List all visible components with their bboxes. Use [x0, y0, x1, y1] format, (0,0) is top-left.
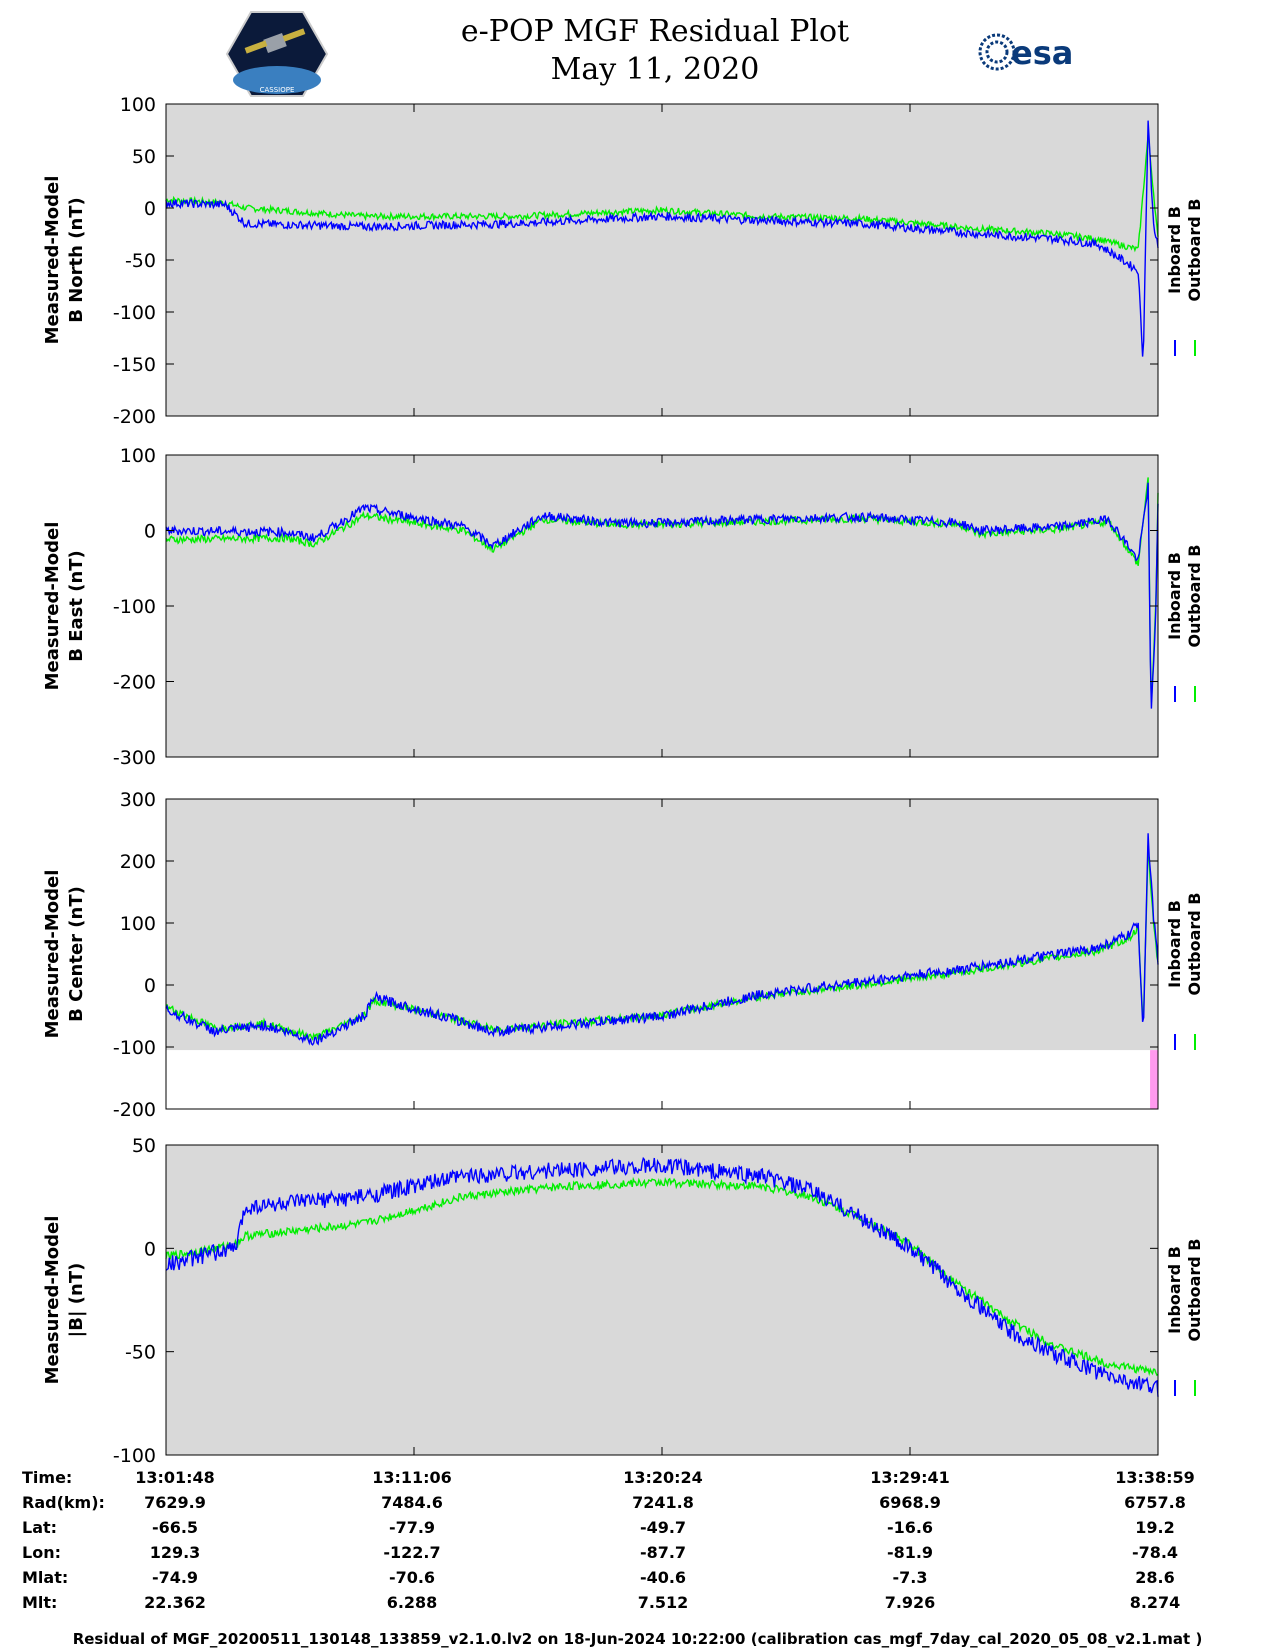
y-tick-label-2: -100 — [113, 596, 156, 618]
info-value: -74.9 — [151, 1568, 199, 1587]
info-value: -40.6 — [639, 1568, 687, 1587]
legend-label-3: Inboard B — [1165, 900, 1184, 988]
info-value: 13:11:06 — [372, 1468, 452, 1487]
info-value: 6968.9 — [879, 1493, 941, 1512]
y-tick-label-2: -300 — [113, 747, 156, 769]
info-row-label: Rad(km): — [22, 1493, 105, 1512]
info-value: -77.9 — [388, 1518, 436, 1537]
info-value: 129.3 — [149, 1543, 201, 1562]
info-value: -70.6 — [388, 1568, 436, 1587]
info-value: -49.7 — [639, 1518, 687, 1537]
y-axis-label-2: Measured-Model — [42, 522, 63, 691]
y-tick-label-2: -200 — [113, 672, 156, 694]
y-tick-label-3: -200 — [113, 1099, 156, 1121]
info-value: 22.362 — [144, 1593, 206, 1612]
legend-label-2: Inboard B — [1165, 552, 1184, 640]
plot-title: e-POP MGF Residual Plot — [460, 14, 850, 49]
info-value: 7484.6 — [381, 1493, 443, 1512]
series-outboard-1 — [165, 134, 1159, 253]
y-axis-label-2: B East (nT) — [66, 550, 87, 662]
y-tick-label-1: 0 — [144, 198, 156, 220]
y-tick-label-1: -200 — [113, 406, 156, 428]
info-value: -87.7 — [639, 1543, 687, 1562]
info-row-label: Mlt: — [22, 1593, 58, 1612]
cassiope-logo-text: CASSIOPE — [260, 86, 295, 94]
info-value: -16.6 — [886, 1518, 934, 1537]
info-value: 7241.8 — [632, 1493, 694, 1512]
info-value: 13:29:41 — [870, 1468, 950, 1487]
flag-mark-b-3 — [1155, 1050, 1159, 1109]
y-tick-label-2: 0 — [144, 521, 156, 543]
info-value: 6.288 — [386, 1593, 438, 1612]
info-value: 13:01:48 — [135, 1468, 215, 1487]
info-value: 7.926 — [884, 1593, 936, 1612]
info-value: -66.5 — [151, 1518, 199, 1537]
series-inboard-1 — [165, 120, 1159, 357]
legend-label-3: Outboard B — [1185, 893, 1204, 996]
info-value: -7.3 — [892, 1568, 928, 1587]
info-value: -81.9 — [886, 1543, 934, 1562]
info-value: 6757.8 — [1124, 1493, 1186, 1512]
legend-label-1: Inboard B — [1165, 206, 1184, 294]
series-inboard-3 — [165, 833, 1159, 1046]
y-tick-label-4: -50 — [125, 1342, 156, 1364]
legend-label-2: Outboard B — [1185, 545, 1204, 648]
y-tick-label-1: -100 — [113, 302, 156, 324]
info-value: 28.6 — [1135, 1568, 1175, 1587]
y-tick-label-3: 200 — [120, 851, 156, 873]
y-tick-label-1: -150 — [113, 354, 156, 376]
legend-label-1: Outboard B — [1185, 199, 1204, 302]
info-value: 13:20:24 — [623, 1468, 703, 1487]
flag-mark-3 — [1150, 1050, 1156, 1109]
series-inboard-2 — [165, 482, 1159, 709]
plot-date: May 11, 2020 — [550, 52, 760, 87]
y-tick-label-1: -50 — [125, 250, 156, 272]
plot-background-1 — [166, 104, 1158, 416]
info-value: -78.4 — [1131, 1543, 1179, 1562]
info-value: 13:38:59 — [1115, 1468, 1195, 1487]
flag-region-3 — [166, 1050, 1158, 1109]
plot-background-2 — [166, 455, 1158, 757]
footer-caption: Residual of MGF_20200511_130148_133859_v… — [72, 1630, 1203, 1648]
plot-background-4 — [166, 1145, 1158, 1455]
y-tick-label-3: 100 — [120, 913, 156, 935]
info-value: 8.274 — [1129, 1593, 1181, 1612]
y-tick-label-4: 50 — [132, 1135, 156, 1157]
y-axis-label-4: Measured-Model — [42, 1216, 63, 1385]
legend-label-4: Inboard B — [1165, 1246, 1184, 1334]
info-row-label: Lon: — [22, 1543, 61, 1562]
info-row-label: Mlat: — [22, 1568, 69, 1587]
cassiope-logo: CASSIOPE — [225, 11, 329, 97]
info-row-label: Lat: — [22, 1518, 58, 1537]
y-tick-label-4: -100 — [113, 1445, 156, 1467]
legend-label-4: Outboard B — [1185, 1239, 1204, 1342]
series-outboard-4 — [165, 1176, 1159, 1377]
y-tick-label-3: 0 — [144, 975, 156, 997]
info-value: -122.7 — [383, 1543, 441, 1562]
info-value: 19.2 — [1135, 1518, 1175, 1537]
y-tick-label-3: -100 — [113, 1037, 156, 1059]
y-tick-label-1: 50 — [132, 146, 156, 168]
info-row-label: Time: — [22, 1468, 73, 1487]
esa-logo: esa — [978, 33, 1073, 72]
y-tick-label-4: 0 — [144, 1238, 156, 1260]
y-tick-label-2: 100 — [120, 445, 156, 467]
y-axis-label-4: |B| (nT) — [66, 1263, 87, 1338]
y-axis-label-1: B North (nT) — [66, 197, 87, 323]
y-axis-label-3: B Center (nT) — [66, 886, 87, 1022]
info-value: 7629.9 — [144, 1493, 206, 1512]
info-value: 7.512 — [637, 1593, 689, 1612]
esa-logo-text: esa — [1011, 34, 1073, 72]
y-axis-label-3: Measured-Model — [42, 870, 63, 1039]
y-tick-label-3: 300 — [120, 789, 156, 811]
series-inboard-4 — [165, 1156, 1159, 1397]
y-axis-label-1: Measured-Model — [42, 176, 63, 345]
y-tick-label-1: 100 — [120, 94, 156, 116]
